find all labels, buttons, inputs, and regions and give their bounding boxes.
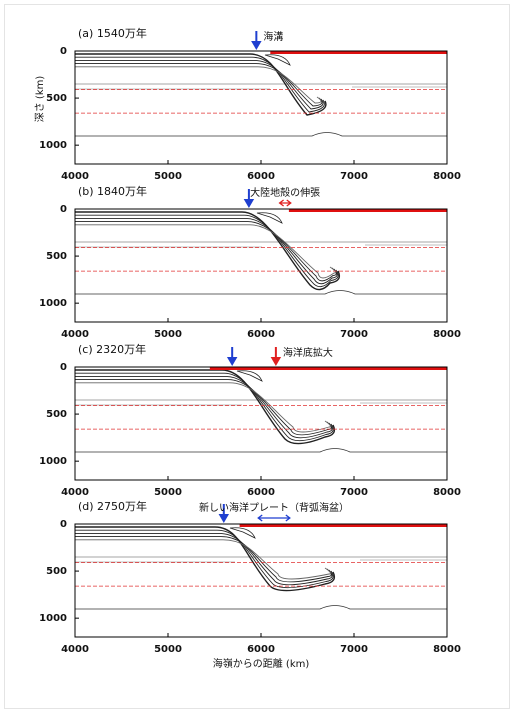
y-tick-label: 0	[60, 519, 67, 530]
slab-contour	[75, 221, 337, 282]
x-tick-label: 4000	[61, 329, 89, 340]
span-arrow	[257, 514, 291, 522]
plot-frame	[74, 366, 448, 481]
plot-frame	[74, 523, 448, 638]
x-tick-label: 6000	[247, 644, 275, 655]
plot-frame	[74, 50, 448, 165]
arrow	[218, 504, 230, 523]
panel: (c) 2320万年 4000 5000 6000 7000 8000 0 500 1000 海洋…	[39, 342, 461, 498]
panel-title: (c) 2320万年	[78, 342, 146, 356]
mantle-contour	[75, 448, 447, 453]
slab-contour	[236, 370, 263, 382]
slab-contour	[75, 382, 332, 433]
mantle-contour	[75, 244, 447, 248]
slab-contour	[75, 211, 341, 291]
mantle-contour	[75, 559, 447, 563]
y-tick-label: 0	[60, 46, 67, 57]
surface-crust	[288, 209, 447, 212]
slab-contour	[75, 214, 339, 288]
x-tick-label: 7000	[340, 171, 368, 182]
annotation: 海洋底拡大	[283, 346, 333, 359]
plot-frame	[74, 208, 448, 323]
y-tick-label: 500	[46, 251, 67, 262]
slab-contour	[75, 59, 324, 110]
arrow	[270, 347, 282, 366]
slab-contour	[75, 532, 333, 586]
x-tick-label: 7000	[340, 329, 368, 340]
annotation: 大陸地殻の伸張	[250, 186, 320, 199]
arrow	[251, 31, 262, 50]
surface-crust	[270, 51, 447, 54]
panel-title: (b) 1840万年	[78, 184, 147, 198]
panel-title: (a) 1540万年	[78, 26, 147, 40]
panel: (a) 1540万年 4000 5000 6000 7000 8000 0 500 1000 深さ…	[34, 26, 461, 182]
panel-title: (d) 2750万年	[78, 499, 147, 513]
slab-contour	[75, 539, 332, 580]
slab-contour	[75, 63, 323, 107]
x-tick-label: 5000	[154, 171, 182, 182]
x-tick-label: 8000	[433, 329, 461, 340]
slab-contour	[75, 372, 334, 442]
mantle-contour	[75, 605, 447, 610]
surface-crust	[239, 524, 447, 527]
slab-contour	[264, 54, 291, 66]
slab-contour	[75, 369, 336, 445]
mantle-contour	[75, 86, 447, 90]
slab-contour	[75, 379, 332, 436]
slab-contour	[75, 224, 337, 279]
x-tick-label: 7000	[340, 644, 368, 655]
mantle-contour	[75, 290, 447, 295]
annotation: 海溝	[263, 30, 283, 43]
x-tick-label: 6000	[247, 329, 275, 340]
mantle-contour	[75, 402, 447, 406]
x-tick-label: 4000	[61, 644, 89, 655]
panel: (d) 2750万年 4000 5000 6000 7000 8000 0 500 1000 海嶺…	[39, 499, 461, 670]
y-axis-label: 深さ (km)	[34, 76, 46, 123]
annotation: 新しい海洋プレート（背弧海盆）	[199, 501, 349, 514]
slab-contour	[75, 217, 338, 285]
y-tick-label: 500	[46, 409, 67, 420]
x-axis-label: 海嶺からの距離 (km)	[213, 657, 310, 670]
y-tick-label: 500	[46, 566, 67, 577]
slab-contour	[75, 66, 322, 104]
x-tick-label: 4000	[61, 487, 89, 498]
surface-crust	[209, 367, 447, 370]
panel: (b) 1840万年 4000 5000 6000 7000 8000 0 500 1000 大陸…	[39, 184, 461, 340]
x-tick-label: 6000	[247, 487, 275, 498]
slab-contour	[229, 527, 256, 539]
x-tick-label: 5000	[154, 487, 182, 498]
mantle-contour	[75, 132, 447, 137]
arrow	[226, 347, 238, 366]
x-tick-label: 8000	[433, 171, 461, 182]
page-frame	[4, 4, 510, 709]
y-tick-label: 1000	[39, 140, 67, 151]
y-tick-label: 1000	[39, 298, 67, 309]
x-tick-label: 7000	[340, 487, 368, 498]
y-tick-label: 500	[46, 93, 67, 104]
span-arrow	[278, 199, 292, 207]
y-tick-label: 1000	[39, 456, 67, 467]
x-tick-label: 4000	[61, 171, 89, 182]
x-tick-label: 5000	[154, 644, 182, 655]
slab-contour	[75, 56, 325, 113]
x-tick-label: 8000	[433, 644, 461, 655]
x-tick-label: 8000	[433, 487, 461, 498]
arrow	[243, 189, 255, 208]
slab-contour	[75, 53, 327, 116]
y-tick-label: 1000	[39, 613, 67, 624]
slab-contour	[75, 536, 332, 583]
x-tick-label: 5000	[154, 329, 182, 340]
slab-contour	[256, 212, 283, 224]
y-tick-label: 0	[60, 362, 67, 373]
y-tick-label: 0	[60, 204, 67, 215]
x-tick-label: 6000	[247, 171, 275, 182]
